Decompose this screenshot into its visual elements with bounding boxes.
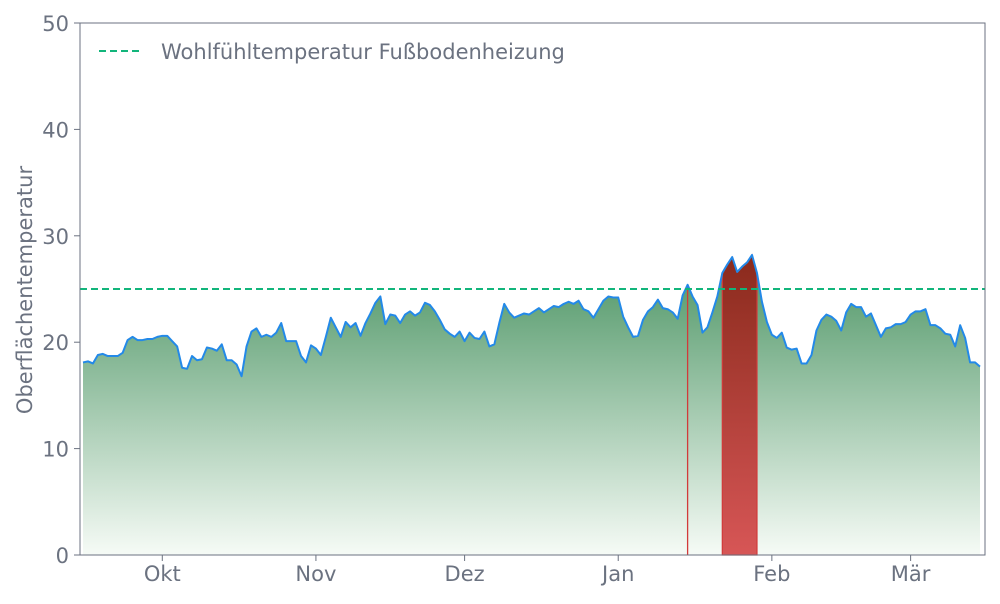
x-axis: Okt Nov Dez Jan Feb Mär [144,555,931,586]
exceedance-area [721,253,758,556]
legend: Wohlfühltemperatur Fußbodenheizung [99,40,565,64]
x-tick-label: Mär [891,562,931,586]
series-line [82,253,981,378]
y-tick-label: 10 [42,438,69,462]
line-layer [82,253,981,378]
legend-label: Wohlfühltemperatur Fußbodenheizung [161,40,565,64]
y-tick-label: 30 [42,225,69,249]
y-axis: 0 10 20 30 40 50 [42,12,80,568]
y-tick-label: 20 [42,331,69,355]
y-axis-label: Oberflächentemperatur [13,166,37,415]
y-tick-label: 50 [42,12,69,36]
x-tick-label: Feb [753,562,790,586]
area-layer [83,254,980,555]
y-tick-label: 0 [56,544,69,568]
x-tick-label: Dez [445,562,485,586]
plot-frame [79,22,986,556]
area-fill [83,254,980,555]
y-tick-label: 40 [42,118,69,142]
x-tick-label: Jan [600,562,634,586]
x-tick-label: Okt [144,562,181,586]
x-tick-label: Nov [295,562,336,586]
